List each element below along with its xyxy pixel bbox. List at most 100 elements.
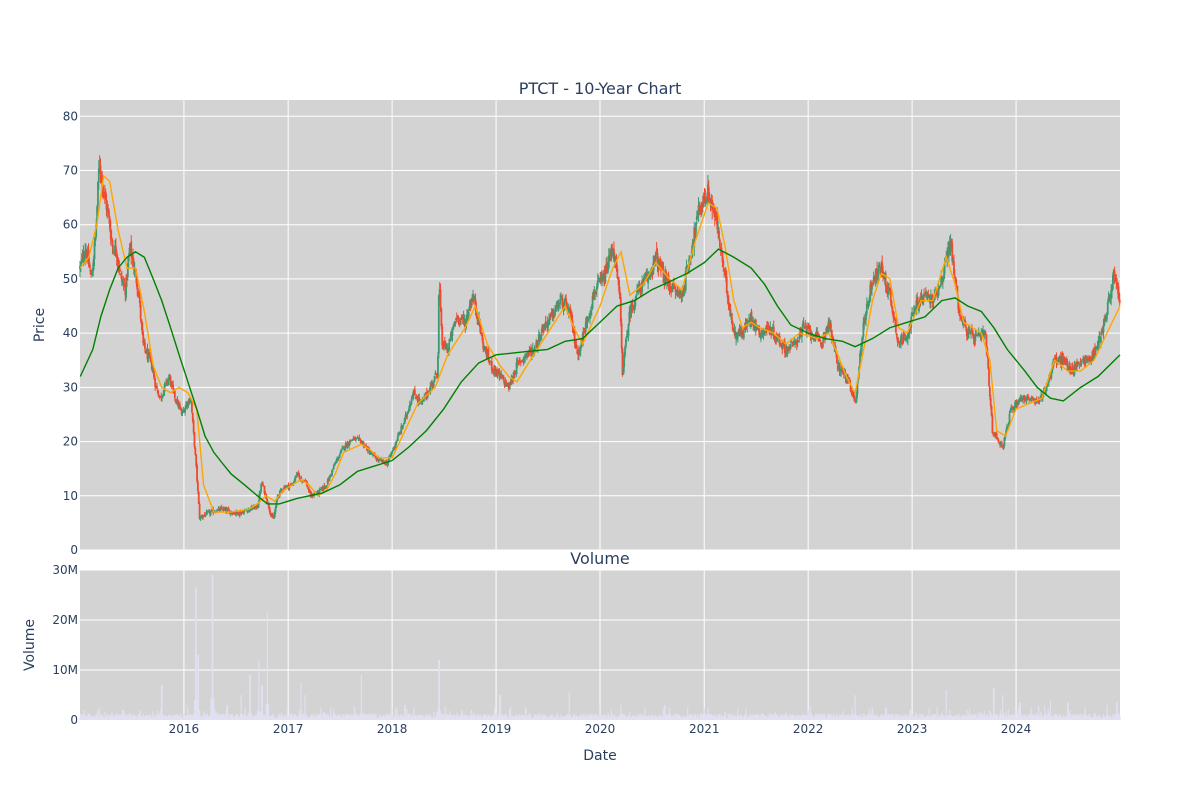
candle-body (659, 261, 661, 268)
candle-body (257, 501, 260, 508)
volume-bar (300, 682, 302, 720)
candle-body (872, 276, 875, 284)
volume-bar (868, 709, 870, 720)
volume-bar (1003, 713, 1005, 720)
volume-bar (255, 713, 257, 720)
candle-body (888, 287, 890, 289)
candle-body (179, 404, 181, 409)
volume-bar (608, 715, 610, 720)
volume-bar (286, 707, 288, 720)
candle-body (889, 289, 892, 302)
candle-body (813, 339, 816, 341)
volume-bar (404, 705, 406, 720)
candle-body (970, 331, 972, 334)
volume-bar (334, 714, 336, 720)
candle-body (971, 329, 973, 331)
candle-body (410, 399, 413, 404)
candle-body (395, 441, 398, 446)
candle-body (508, 382, 511, 390)
volume-bar (1013, 714, 1015, 720)
candle-body (487, 349, 490, 359)
candle-body (634, 299, 637, 307)
candle-body (1007, 422, 1010, 426)
candle-body (1110, 289, 1113, 299)
x-tick-label: 2016 (169, 722, 200, 736)
volume-bar (1041, 716, 1043, 720)
candle-body (560, 296, 563, 300)
volume-bar (687, 706, 689, 720)
volume-bar (89, 714, 91, 720)
candle-body (525, 353, 527, 356)
candle-body (952, 258, 955, 263)
candle-body (162, 390, 165, 396)
candle-body (924, 291, 927, 294)
volume-bar (343, 714, 345, 720)
volume-y-tick-label: 0 (70, 713, 78, 727)
candle-body (312, 495, 315, 497)
candle-body (793, 341, 796, 344)
volume-bar (620, 705, 622, 720)
candle-body (126, 263, 129, 277)
candle-body (1070, 372, 1072, 374)
volume-bar (745, 709, 747, 720)
candle-body (161, 396, 163, 399)
volume-bar (363, 712, 365, 720)
volume-bar (173, 714, 176, 720)
volume-bar (627, 714, 630, 720)
volume-bar (1029, 713, 1031, 720)
volume-bar (264, 715, 266, 720)
candle-body (635, 295, 638, 299)
volume-bar (662, 707, 664, 720)
volume-bar (237, 713, 239, 720)
volume-bar (1082, 714, 1084, 720)
candle-body (1080, 362, 1083, 366)
volume-bar (999, 710, 1001, 720)
candle-body (717, 227, 720, 231)
volume-bar (114, 714, 116, 720)
volume-bar (1049, 700, 1052, 720)
candle-body (830, 330, 833, 339)
candle-body (204, 514, 207, 517)
candle-body (1055, 356, 1058, 363)
candle-body (97, 168, 100, 183)
candle-body (251, 508, 254, 510)
x-tick-label: 2017 (273, 722, 304, 736)
candle-body (197, 491, 200, 504)
candle-body (980, 333, 983, 339)
candle-body (1019, 396, 1022, 399)
candle-body (135, 272, 138, 284)
candle-body (971, 330, 974, 335)
candle-body (807, 323, 810, 329)
candle-body (974, 333, 977, 342)
candle-body (851, 391, 854, 394)
candle-body (615, 259, 618, 269)
candle-body (85, 250, 87, 252)
volume-bar (197, 655, 200, 720)
volume-bar (702, 713, 704, 720)
candle-body (408, 404, 411, 411)
volume-bar (760, 713, 762, 720)
candle-body (222, 508, 225, 512)
candle-body (328, 476, 331, 481)
candle-body (643, 277, 646, 279)
candle-body (264, 492, 267, 494)
candle-body (247, 509, 250, 512)
candle-body (747, 322, 749, 323)
candle-body (656, 253, 659, 266)
volume-bar (703, 707, 705, 720)
volume-bar (433, 712, 435, 720)
candle-body (482, 341, 485, 350)
candle-body (1003, 437, 1006, 446)
candle-body (788, 348, 790, 350)
candle-body (899, 342, 902, 347)
volume-bar (674, 713, 676, 720)
candle-body (625, 336, 628, 338)
candle-body (687, 270, 690, 273)
candle-body (359, 438, 362, 441)
volume-bar (719, 713, 721, 720)
candle-body (202, 515, 205, 517)
candle-body (421, 399, 424, 403)
volume-bar (782, 713, 784, 720)
candle-body (254, 506, 257, 509)
